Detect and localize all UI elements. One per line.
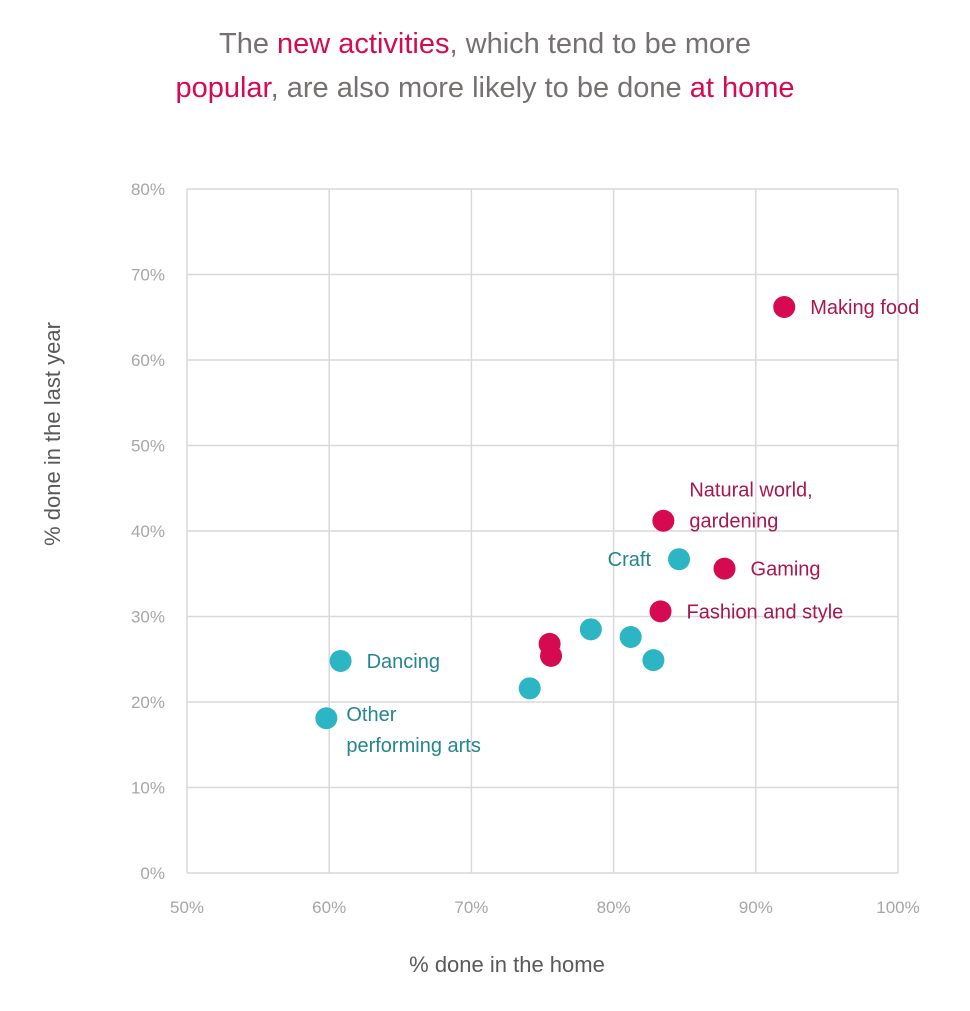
data-point[interactable]	[642, 649, 665, 672]
data-point[interactable]	[773, 295, 796, 318]
data-point[interactable]	[329, 649, 352, 672]
point-label: Making food	[810, 297, 919, 319]
point-label: Craft	[608, 549, 652, 571]
y-tick-label: 0%	[140, 864, 165, 883]
point-label: Fashion and style	[687, 601, 844, 623]
y-tick-label: 20%	[131, 693, 165, 712]
data-point[interactable]	[579, 618, 602, 641]
point-label: Natural world, gardening	[689, 480, 812, 533]
point-labels: Making food Natural world, gardening Gaming…	[346, 297, 919, 757]
y-tick-label: 30%	[131, 608, 165, 627]
data-point[interactable]	[652, 509, 675, 532]
point-label: Dancing	[367, 651, 440, 673]
data-point[interactable]	[540, 644, 563, 667]
data-point[interactable]	[668, 548, 691, 571]
gridlines	[186, 188, 899, 874]
tick-labels: 50% 60% 70% 80% 90% 100% 0% 10% 20% 30% 40% 50% 60% 7…	[131, 180, 920, 917]
title-text: The	[219, 28, 278, 60]
point-label: Gaming	[751, 559, 821, 581]
title-text: , which tend to be more	[449, 28, 751, 60]
y-axis-title: % done in the last year	[40, 322, 65, 546]
title-highlight: at home	[689, 72, 795, 104]
y-tick-label: 60%	[131, 351, 165, 370]
data-point[interactable]	[649, 600, 672, 623]
x-tick-label: 90%	[739, 898, 773, 917]
data-point[interactable]	[713, 557, 736, 580]
data-point[interactable]	[518, 677, 541, 700]
y-tick-label: 50%	[131, 437, 165, 456]
title-highlight: popular	[175, 72, 271, 104]
x-tick-label: 80%	[597, 898, 631, 917]
x-tick-label: 70%	[454, 898, 488, 917]
title-highlight: new activities	[277, 28, 450, 60]
x-tick-label: 50%	[170, 898, 204, 917]
chart-title: The new activities, which tend to be mor…	[0, 22, 970, 110]
data-point[interactable]	[315, 707, 338, 730]
data-point[interactable]	[619, 626, 642, 649]
y-tick-label: 10%	[131, 779, 165, 798]
point-label: Other performing arts	[346, 704, 481, 757]
data-points	[315, 295, 796, 730]
x-axis-title: % done in the home	[409, 952, 605, 977]
y-tick-label: 40%	[131, 522, 165, 541]
x-tick-label: 60%	[312, 898, 346, 917]
title-text: , are also more likely to be done	[270, 72, 690, 104]
y-tick-label: 70%	[131, 266, 165, 285]
x-tick-label: 100%	[876, 898, 919, 917]
y-tick-label: 80%	[131, 180, 165, 199]
